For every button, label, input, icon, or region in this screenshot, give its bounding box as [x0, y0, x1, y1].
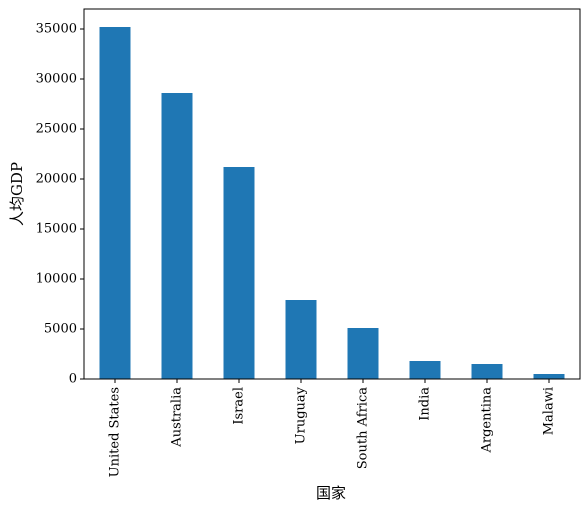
y-tick-label: 30000	[36, 72, 77, 87]
y-tick-label: 10000	[36, 272, 77, 287]
y-tick-label: 5000	[44, 322, 77, 337]
bar	[347, 328, 379, 379]
x-axis-label: 国家	[316, 484, 346, 502]
y-tick-label: 0	[69, 372, 77, 387]
y-tick-label: 35000	[36, 22, 77, 37]
y-tick-label: 20000	[36, 172, 77, 187]
bar	[409, 361, 441, 379]
bar	[471, 364, 503, 379]
x-tick-label: Malawi	[542, 387, 557, 435]
plot-frame	[83, 8, 581, 380]
y-tick-label: 25000	[36, 122, 77, 137]
bar	[223, 167, 255, 379]
x-tick-label: United States	[108, 387, 123, 477]
x-tick-label: Australia	[170, 387, 185, 448]
y-axis-label: 人均GDP	[8, 162, 26, 226]
x-tick-label: Israel	[232, 387, 247, 425]
x-tick-label: Uruguay	[294, 386, 309, 444]
bar	[161, 93, 193, 379]
y-tick-label: 15000	[36, 222, 77, 237]
x-tick-label: India	[418, 387, 433, 421]
bar	[99, 27, 131, 379]
bar	[285, 300, 317, 379]
bar	[533, 374, 565, 379]
x-tick-label: Argentina	[480, 387, 495, 454]
x-tick-label: South Africa	[356, 387, 371, 469]
